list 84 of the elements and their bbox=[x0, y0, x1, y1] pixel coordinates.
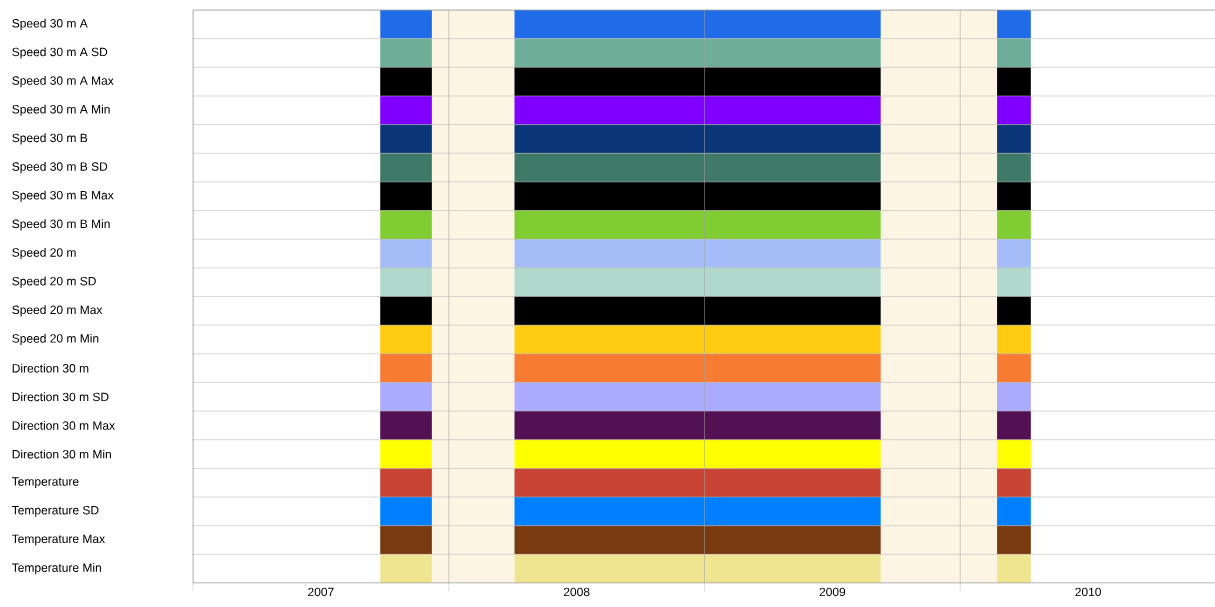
x-tick-label: 2010 bbox=[1075, 587, 1101, 597]
bar bbox=[380, 497, 432, 526]
bar bbox=[514, 525, 881, 555]
y-tick-label: Speed 20 m Min bbox=[12, 333, 99, 346]
bar bbox=[514, 497, 881, 526]
bar bbox=[997, 325, 1031, 354]
y-tick-label: Speed 30 m B Min bbox=[12, 219, 110, 231]
y-tick-label: Direction 30 m SD bbox=[12, 392, 109, 402]
bar bbox=[997, 95, 1031, 125]
y-tick-label: Speed 30 m A bbox=[12, 18, 88, 30]
bar bbox=[514, 554, 881, 583]
bar bbox=[997, 382, 1031, 412]
bar bbox=[514, 210, 881, 240]
bar bbox=[997, 296, 1031, 326]
y-tick-label: Speed 30 m A Max bbox=[12, 76, 114, 88]
bar bbox=[380, 181, 432, 211]
bar bbox=[997, 525, 1031, 555]
x-tick-label: 2009 bbox=[819, 587, 846, 597]
bar bbox=[380, 382, 432, 412]
bar bbox=[380, 10, 432, 39]
bar bbox=[380, 325, 432, 354]
bar bbox=[514, 439, 881, 469]
bar bbox=[514, 267, 881, 297]
bar bbox=[997, 497, 1031, 526]
bar bbox=[997, 181, 1031, 211]
bar bbox=[997, 554, 1031, 583]
bar bbox=[997, 124, 1031, 154]
bar bbox=[514, 382, 881, 412]
bar bbox=[380, 296, 432, 326]
bar bbox=[514, 38, 881, 68]
y-tick-label: Temperature Min bbox=[11, 563, 101, 575]
bar bbox=[380, 439, 432, 469]
y-tick-label: Speed 30 m B SD bbox=[12, 161, 108, 174]
y-tick-label: Direction 30 m Max bbox=[12, 421, 115, 430]
bar bbox=[997, 38, 1031, 68]
bar bbox=[997, 153, 1031, 182]
y-tick-label: Temperature SD bbox=[11, 505, 99, 517]
y-tick-label: Speed 30 m B Max bbox=[12, 190, 114, 202]
bar bbox=[514, 124, 881, 154]
bar bbox=[380, 153, 432, 182]
bar bbox=[514, 353, 881, 383]
bar bbox=[380, 67, 432, 96]
bar bbox=[514, 153, 881, 182]
bar bbox=[380, 239, 432, 268]
bar bbox=[380, 95, 432, 125]
bar bbox=[997, 10, 1031, 39]
bar bbox=[380, 525, 432, 555]
bar bbox=[514, 67, 881, 96]
y-tick-label: Direction 30 m bbox=[12, 363, 89, 373]
y-tick-label: Speed 30 m A Min bbox=[12, 104, 110, 116]
bar bbox=[380, 210, 432, 240]
bar bbox=[380, 124, 432, 154]
y-tick-label: Speed 20 m bbox=[12, 247, 76, 260]
y-tick-label: Speed 30 m A SD bbox=[12, 47, 108, 59]
bar bbox=[997, 239, 1031, 268]
bar bbox=[380, 353, 432, 383]
bar bbox=[997, 439, 1031, 469]
x-tick-label: 2007 bbox=[308, 587, 334, 597]
bar bbox=[997, 267, 1031, 297]
bar bbox=[997, 210, 1031, 240]
bar bbox=[997, 353, 1031, 383]
bar bbox=[514, 95, 881, 125]
y-tick-label: Speed 20 m Max bbox=[12, 305, 103, 317]
y-tick-label: Temperature bbox=[11, 477, 79, 489]
y-tick-label: Speed 30 m B bbox=[12, 133, 88, 145]
bar bbox=[514, 296, 881, 326]
bar bbox=[514, 239, 881, 268]
y-tick-label: Direction 30 m Min bbox=[12, 449, 111, 459]
y-tick-label: Speed 20 m SD bbox=[12, 276, 96, 288]
bar bbox=[514, 325, 881, 354]
bar bbox=[997, 67, 1031, 96]
bar bbox=[380, 267, 432, 297]
bar bbox=[514, 411, 881, 440]
bar bbox=[514, 181, 881, 211]
bar bbox=[514, 10, 881, 39]
bar bbox=[514, 468, 881, 498]
bar bbox=[380, 38, 432, 68]
bar bbox=[997, 411, 1031, 440]
x-tick-label: 2008 bbox=[563, 587, 590, 597]
bar bbox=[997, 468, 1031, 498]
bar bbox=[380, 468, 432, 498]
y-tick-label: Temperature Max bbox=[11, 534, 105, 546]
bar bbox=[380, 554, 432, 583]
bar bbox=[380, 411, 432, 440]
